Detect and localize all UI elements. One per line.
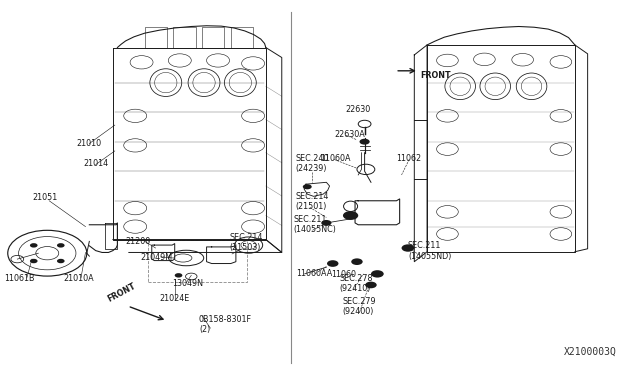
Circle shape	[327, 260, 339, 267]
Text: 0B158-8301F
(2): 0B158-8301F (2)	[199, 315, 252, 334]
Text: SEC.214
(21501): SEC.214 (21501)	[296, 192, 329, 211]
Text: 21024E: 21024E	[159, 294, 189, 304]
Circle shape	[57, 259, 65, 263]
Text: 22630A: 22630A	[334, 130, 365, 139]
Text: 21200: 21200	[125, 237, 151, 246]
Text: SEC.211
(14055NC): SEC.211 (14055NC)	[293, 215, 336, 234]
Text: 11060AA: 11060AA	[296, 269, 332, 278]
Circle shape	[30, 243, 38, 248]
Circle shape	[365, 282, 377, 288]
Text: 21010: 21010	[77, 140, 102, 148]
Text: 11061B: 11061B	[4, 274, 35, 283]
Circle shape	[351, 259, 363, 265]
Circle shape	[371, 270, 384, 278]
Circle shape	[57, 243, 65, 248]
Text: SEC.214
(21503): SEC.214 (21503)	[230, 233, 263, 253]
Text: 11060A: 11060A	[320, 154, 351, 163]
Text: 21051: 21051	[32, 192, 57, 202]
Text: SEC.240
(24239): SEC.240 (24239)	[296, 154, 329, 173]
Circle shape	[303, 184, 312, 189]
Text: 21014: 21014	[83, 159, 108, 168]
Text: 21049M: 21049M	[140, 253, 172, 262]
Circle shape	[343, 211, 358, 220]
Text: SEC.279
(92400): SEC.279 (92400)	[342, 296, 376, 316]
Circle shape	[401, 244, 414, 252]
Circle shape	[360, 139, 370, 145]
Circle shape	[175, 273, 182, 278]
Text: 22630: 22630	[346, 105, 371, 114]
Text: 13049N: 13049N	[172, 279, 203, 288]
Text: 11062: 11062	[396, 154, 422, 163]
Text: X2100003Q: X2100003Q	[563, 347, 616, 357]
Text: FRONT: FRONT	[106, 281, 137, 304]
Circle shape	[30, 259, 38, 263]
Circle shape	[321, 220, 332, 226]
Text: 21010A: 21010A	[64, 274, 95, 283]
Text: SEC.278
(92410): SEC.278 (92410)	[339, 274, 372, 293]
Text: 11060: 11060	[332, 270, 356, 279]
Text: FRONT: FRONT	[420, 71, 451, 80]
Text: SEC.211
(14055ND): SEC.211 (14055ND)	[408, 241, 451, 260]
